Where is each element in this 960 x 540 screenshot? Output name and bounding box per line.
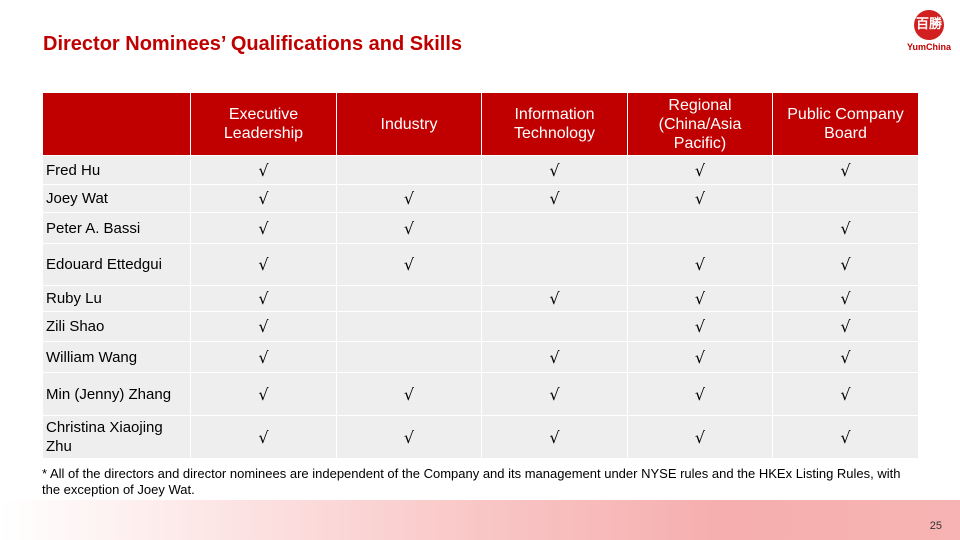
check-cell: √	[627, 311, 773, 342]
header-industry: Industry	[336, 92, 482, 156]
check-cell: √	[190, 243, 337, 286]
check-cell: √	[190, 155, 337, 185]
check-cell	[336, 311, 482, 342]
logo-icon: 百勝	[914, 10, 944, 40]
table-row: Ruby Lu √ √ √ √	[42, 285, 919, 312]
check-cell: √	[772, 155, 919, 185]
header-public-company-board: Public Company Board	[772, 92, 919, 156]
check-cell: √	[627, 341, 773, 373]
check-cell: √	[481, 341, 628, 373]
check-cell	[336, 341, 482, 373]
check-cell: √	[336, 212, 482, 244]
check-cell: √	[190, 372, 337, 416]
director-name: Edouard Ettedgui	[42, 243, 191, 286]
header-row: Executive Leadership Industry Informatio…	[42, 92, 919, 156]
check-cell: √	[772, 341, 919, 373]
check-cell: √	[627, 184, 773, 213]
check-cell: √	[627, 243, 773, 286]
page-title: Director Nominees’ Qualifications and Sk…	[43, 33, 463, 55]
check-cell	[481, 212, 628, 244]
check-cell: √	[481, 372, 628, 416]
table-row: Joey Wat √ √ √ √	[42, 184, 919, 213]
page-number: 25	[929, 520, 942, 532]
yumchina-logo: 百勝 YumChina	[903, 8, 955, 60]
director-name: Min (Jenny) Zhang	[42, 372, 191, 416]
check-cell: √	[190, 285, 337, 312]
check-cell: √	[190, 311, 337, 342]
check-cell: √	[481, 415, 628, 459]
check-cell	[336, 155, 482, 185]
check-cell: √	[190, 415, 337, 459]
check-cell	[481, 311, 628, 342]
table-row: Christina Xiaojing Zhu √ √ √ √ √	[42, 415, 919, 459]
logo-text: YumChina	[906, 42, 951, 52]
check-cell: √	[190, 212, 337, 244]
table-row: Min (Jenny) Zhang √ √ √ √ √	[42, 372, 919, 416]
qualifications-table: Executive Leadership Industry Informatio…	[42, 92, 919, 459]
check-cell: √	[627, 372, 773, 416]
header-regional: Regional (China/Asia Pacific)	[627, 92, 773, 156]
check-cell: √	[190, 184, 337, 213]
table-row: Zili Shao √ √ √	[42, 311, 919, 342]
check-cell: √	[772, 212, 919, 244]
check-cell: √	[481, 184, 628, 213]
check-cell: √	[336, 415, 482, 459]
check-cell: √	[336, 372, 482, 416]
table-row: Peter A. Bassi √ √ √	[42, 212, 919, 244]
check-cell	[627, 212, 773, 244]
check-cell: √	[772, 311, 919, 342]
footer-band	[0, 500, 960, 540]
footnote: * All of the directors and director nomi…	[42, 466, 901, 497]
check-cell	[336, 285, 482, 312]
check-cell: √	[772, 372, 919, 416]
check-cell: √	[190, 341, 337, 373]
header-information-technology: Information Technology	[481, 92, 628, 156]
director-name: Peter A. Bassi	[42, 212, 191, 244]
director-name: Joey Wat	[42, 184, 191, 213]
director-name: Fred Hu	[42, 155, 191, 185]
check-cell: √	[336, 184, 482, 213]
check-cell: √	[772, 285, 919, 312]
check-cell	[772, 184, 919, 213]
check-cell: √	[627, 155, 773, 185]
header-empty	[42, 92, 191, 156]
check-cell: √	[481, 155, 628, 185]
table-row: William Wang √ √ √ √	[42, 341, 919, 373]
check-cell: √	[627, 285, 773, 312]
table-row: Fred Hu √ √ √ √	[42, 155, 919, 185]
check-cell: √	[772, 243, 919, 286]
check-cell	[481, 243, 628, 286]
director-name: Christina Xiaojing Zhu	[42, 415, 191, 459]
check-cell: √	[481, 285, 628, 312]
director-name: Ruby Lu	[42, 285, 191, 312]
check-cell: √	[772, 415, 919, 459]
header-executive-leadership: Executive Leadership	[190, 92, 337, 156]
check-cell: √	[336, 243, 482, 286]
table-row: Edouard Ettedgui √ √ √ √	[42, 243, 919, 286]
check-cell: √	[627, 415, 773, 459]
director-name: Zili Shao	[42, 311, 191, 342]
director-name: William Wang	[42, 341, 191, 373]
